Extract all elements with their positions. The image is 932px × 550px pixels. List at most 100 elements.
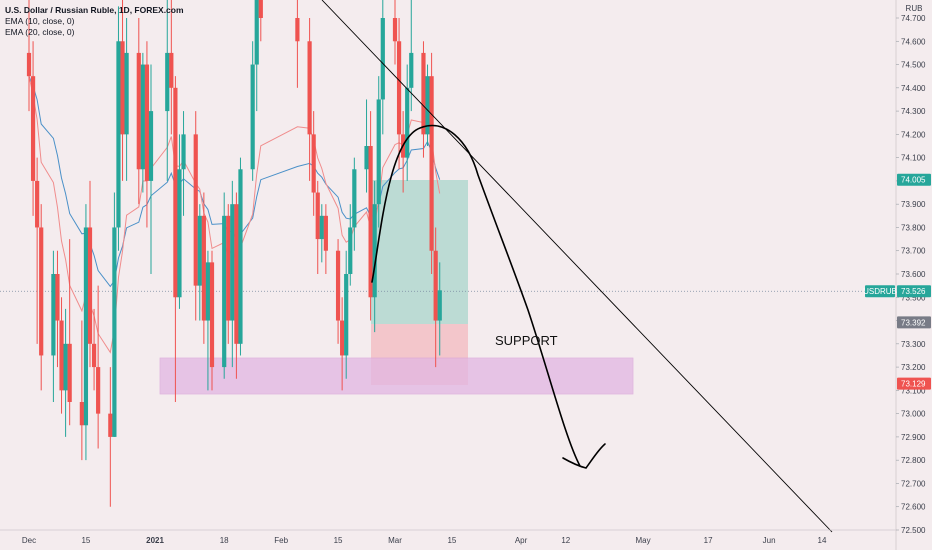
candle-body [311, 134, 316, 193]
time-tick-label: Dec [22, 536, 36, 545]
candle-body [193, 134, 198, 286]
price-tag [897, 173, 931, 186]
price-tick-label: 74.300 [901, 107, 926, 116]
candle-body [421, 52, 426, 135]
candle-body [51, 274, 56, 356]
time-axis[interactable]: Dec 15 2021 18 Feb 15 Mar 15 Apr 12 May 17 Jun 14 [0, 529, 896, 545]
candles [26, 0, 442, 507]
candle-body [79, 402, 84, 426]
time-tick-label: 17 [704, 536, 713, 545]
candle-body [429, 76, 434, 251]
candle-body [205, 262, 211, 321]
candle-body [59, 320, 64, 391]
price-tick-label: 72.600 [901, 503, 926, 512]
ema-20-legend[interactable]: EMA (20, close, 0) [5, 27, 75, 37]
time-tick-label: 12 [561, 536, 570, 545]
candle-body [39, 227, 44, 356]
price-tag-label: 73.129 [901, 380, 926, 389]
candle-body [348, 227, 353, 274]
candle-body [181, 134, 186, 170]
candle-body [254, 0, 259, 65]
price-tick-label: 73.100 [901, 386, 926, 395]
candle-body [222, 215, 227, 368]
candle-body [35, 180, 40, 228]
candle-body [136, 52, 141, 170]
candle-body [124, 52, 129, 135]
currency-label: RUB [906, 4, 923, 13]
candle-body [335, 250, 341, 321]
price-tag [897, 316, 931, 329]
candle-body [173, 87, 178, 298]
price-tag-label: 74.005 [901, 176, 926, 185]
candle-body [177, 169, 182, 298]
candle-body [148, 111, 154, 181]
price-tick-label: 72.900 [901, 433, 926, 442]
candle-body [323, 215, 328, 251]
price-tag-label: 73.526 [901, 287, 926, 296]
candle-body [67, 343, 72, 402]
price-tag [897, 377, 931, 390]
price-tick-label: 74.400 [901, 84, 926, 93]
time-tick-label: Feb [274, 536, 288, 545]
support-label: SUPPORT [495, 333, 558, 348]
candle-body [63, 343, 68, 391]
price-tick-label: 73.000 [901, 410, 926, 419]
symbol-tag-label: USDRUB [863, 287, 897, 296]
candle-body [433, 250, 438, 321]
candle-body [376, 99, 381, 205]
projection-curve [371, 124, 581, 467]
price-tick-label: 74.100 [901, 154, 926, 163]
candle-body [91, 343, 97, 368]
candle-body [226, 215, 231, 321]
candle-body [116, 41, 121, 228]
time-tick-label: 15 [447, 536, 456, 545]
time-tick-label: 15 [334, 536, 343, 545]
price-tag [897, 285, 931, 298]
candle-body [307, 41, 312, 135]
time-tick-label: Mar [388, 536, 402, 545]
candle-body [364, 146, 369, 170]
time-tick-label: 18 [220, 536, 229, 545]
candle-body [234, 204, 239, 344]
candle-body [120, 41, 125, 135]
time-tick-label: 2021 [146, 536, 164, 545]
candle-body [87, 227, 93, 344]
candle-body [405, 87, 410, 158]
ema-10-legend[interactable]: EMA (10, close, 0) [5, 16, 75, 26]
candle-body [250, 64, 255, 170]
candle-body [108, 413, 113, 437]
candle-body [396, 41, 402, 135]
price-tick-label: 74.500 [901, 61, 926, 70]
candle-body [201, 215, 206, 321]
candle-body [319, 215, 324, 240]
price-tag-label: 73.392 [901, 318, 926, 327]
candle-body [437, 290, 442, 321]
chart-legend: U.S. Dollar / Russian Ruble, 1D, FOREX.c… [5, 5, 184, 38]
candle-body [340, 320, 345, 356]
time-tick-label: Jun [763, 536, 776, 545]
time-tick-label: May [636, 536, 651, 545]
symbol-title[interactable]: U.S. Dollar / Russian Ruble, 1D, FOREX.c… [5, 5, 184, 15]
price-tick-label: 73.800 [901, 223, 926, 232]
price-tick-label: 74.600 [901, 37, 926, 46]
candle-body [26, 52, 32, 77]
drawings: SUPPORT [321, 0, 833, 533]
candle-body [169, 52, 174, 88]
price-tick-label: 73.200 [901, 363, 926, 372]
candle-body [372, 204, 377, 298]
candle-body [83, 227, 89, 426]
trend-line [321, 0, 833, 533]
candle-body [315, 192, 320, 240]
price-tags: 74.005 USDRUB 73.526 73.392 73.129 [863, 173, 931, 390]
symbol-tag [865, 285, 895, 298]
candle-body [238, 169, 243, 344]
candle-body [197, 215, 202, 286]
drawing-zones [0, 180, 896, 395]
price-tick-label: 74.700 [901, 14, 926, 23]
price-tick-label: 72.500 [901, 526, 926, 535]
candle-body [258, 0, 263, 18]
target-zone [371, 180, 468, 324]
candle-body [96, 367, 101, 414]
